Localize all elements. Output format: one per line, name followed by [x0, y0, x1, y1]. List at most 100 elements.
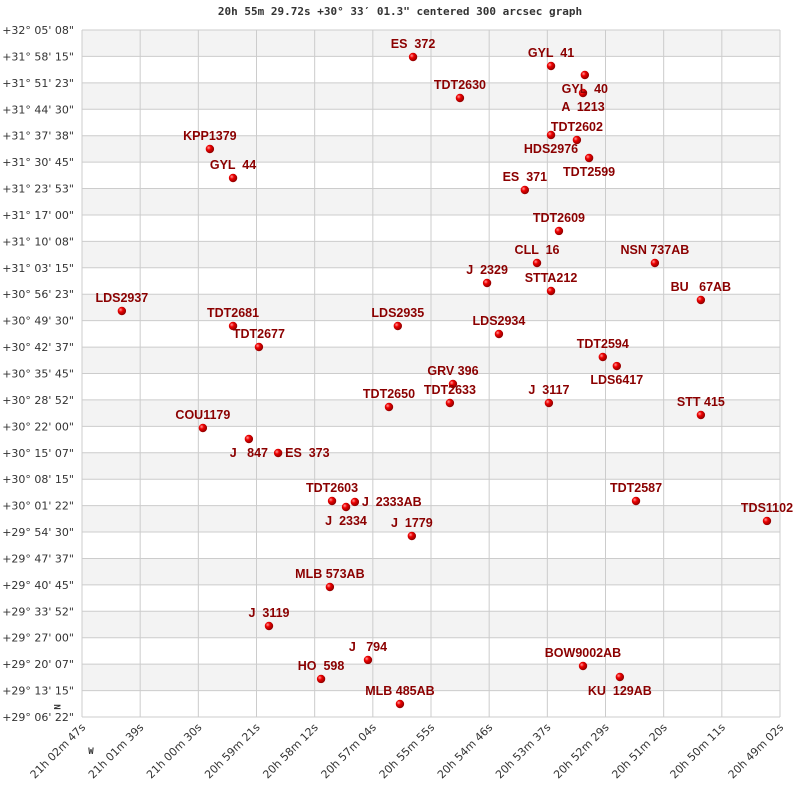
- y-tick-label: +29° 06' 22": [2, 711, 74, 724]
- y-tick-label: +29° 40' 45": [2, 579, 74, 592]
- star-label: STTA212: [525, 271, 578, 285]
- x-tick-label: 20h 59m 21s: [202, 721, 263, 782]
- star-marker: [572, 135, 582, 145]
- star-label: J 2329: [466, 263, 508, 277]
- star-label: BOW9002AB: [545, 646, 621, 660]
- star-marker: [578, 88, 588, 98]
- star-label: ES 371: [503, 170, 548, 184]
- star-label: TDT2650: [363, 387, 415, 401]
- star-label: ES 372: [391, 37, 436, 51]
- star-marker: [544, 398, 554, 408]
- star-marker: [407, 531, 417, 541]
- y-tick-label: +31° 37' 38": [2, 130, 74, 143]
- y-tick-label: +31° 51' 23": [2, 77, 74, 90]
- star-label: J 2333AB: [362, 495, 422, 509]
- star-marker: [554, 226, 564, 236]
- star-label: TDT2587: [610, 481, 662, 495]
- star-label: GRV 396: [427, 364, 478, 378]
- star-marker: [393, 321, 403, 331]
- star-marker: [580, 70, 590, 80]
- star-label: TDT2594: [577, 337, 629, 351]
- star-marker: [273, 448, 283, 458]
- x-tick-label: 20h 50m 11s: [668, 721, 729, 782]
- star-marker: [615, 672, 625, 682]
- y-tick-label: +29° 33' 52": [2, 605, 74, 618]
- star-label: STT 415: [677, 395, 725, 409]
- star-marker: [384, 402, 394, 412]
- star-label: LDS2934: [473, 314, 526, 328]
- star-marker: [205, 144, 215, 154]
- star-marker: [650, 258, 660, 268]
- star-label: HO 598: [298, 659, 345, 673]
- y-tick-label: +31° 03' 15": [2, 262, 74, 275]
- star-label: TDT2633: [424, 383, 476, 397]
- star-marker: [546, 61, 556, 71]
- star-marker: [341, 502, 351, 512]
- star-label: J 794: [349, 640, 387, 654]
- star-marker: [408, 52, 418, 62]
- x-tick-label: 20h 58m 12s: [260, 721, 321, 782]
- x-tick-label: 21h 01m 39s: [86, 721, 147, 782]
- star-label: TDT2677: [233, 327, 285, 341]
- star-marker: [532, 258, 542, 268]
- star-marker: [244, 434, 254, 444]
- y-tick-label: +31° 10' 08": [2, 235, 74, 248]
- y-tick-label: +29° 13' 15": [2, 685, 74, 698]
- star-marker: [762, 516, 772, 526]
- star-marker: [228, 321, 238, 331]
- y-tick-label: +29° 54' 30": [2, 526, 74, 539]
- x-tick-label: 21h 02m 47s: [28, 721, 89, 782]
- star-marker: [455, 93, 465, 103]
- star-marker: [578, 661, 588, 671]
- star-label: TDT2630: [434, 78, 486, 92]
- x-tick-label: 20h 55m 55s: [377, 721, 438, 782]
- star-label: TDT2603: [306, 481, 358, 495]
- star-label: GYL 44: [210, 158, 256, 172]
- y-tick-label: +30° 42' 37": [2, 341, 74, 354]
- star-marker: [325, 582, 335, 592]
- y-tick-label: +31° 17' 00": [2, 209, 74, 222]
- star-marker: [584, 153, 594, 163]
- star-marker: [445, 398, 455, 408]
- x-tick-label: 20h 52m 29s: [551, 721, 612, 782]
- star-label: J 847: [230, 446, 268, 460]
- x-tick-label: 20h 54m 46s: [435, 721, 496, 782]
- x-tick-label: 20h 51m 20s: [609, 721, 670, 782]
- compass-north-label: N: [51, 704, 61, 709]
- star-label: GYL 41: [528, 46, 574, 60]
- x-tick-label: 20h 57m 04s: [319, 721, 380, 782]
- star-marker: [117, 306, 127, 316]
- star-marker: [612, 361, 622, 371]
- star-label: J 1779: [391, 516, 433, 530]
- star-label: ES 373: [285, 446, 330, 460]
- star-label: LDS2935: [371, 306, 424, 320]
- star-marker: [482, 278, 492, 288]
- x-tick-label: 21h 00m 30s: [144, 721, 205, 782]
- star-marker: [631, 496, 641, 506]
- star-marker: [316, 674, 326, 684]
- star-label: J 3117: [528, 383, 569, 397]
- y-tick-label: +30° 35' 45": [2, 368, 74, 381]
- y-tick-label: +30° 08' 15": [2, 473, 74, 486]
- star-label: BU 67AB: [671, 280, 731, 294]
- star-label: J 2334: [325, 514, 367, 528]
- star-label: KPP1379: [183, 129, 237, 143]
- y-tick-label: +29° 20' 07": [2, 658, 74, 671]
- star-marker: [228, 173, 238, 183]
- star-marker: [448, 379, 458, 389]
- x-tick-label: 20h 53m 37s: [493, 721, 554, 782]
- star-marker: [264, 621, 274, 631]
- star-label: MLB 573AB: [295, 567, 364, 581]
- star-marker: [696, 410, 706, 420]
- star-label: GYL 40: [562, 82, 608, 96]
- star-label: HDS2976: [524, 142, 578, 156]
- y-tick-label: +31° 30' 45": [2, 156, 74, 169]
- star-marker: [198, 423, 208, 433]
- star-label: J 3119: [248, 606, 289, 620]
- star-label: MLB 485AB: [365, 684, 434, 698]
- star-label: TDT2609: [533, 211, 585, 225]
- y-tick-label: +31° 58' 15": [2, 50, 74, 63]
- y-tick-label: +31° 44' 30": [2, 103, 74, 116]
- star-label: LDS6417: [590, 373, 643, 387]
